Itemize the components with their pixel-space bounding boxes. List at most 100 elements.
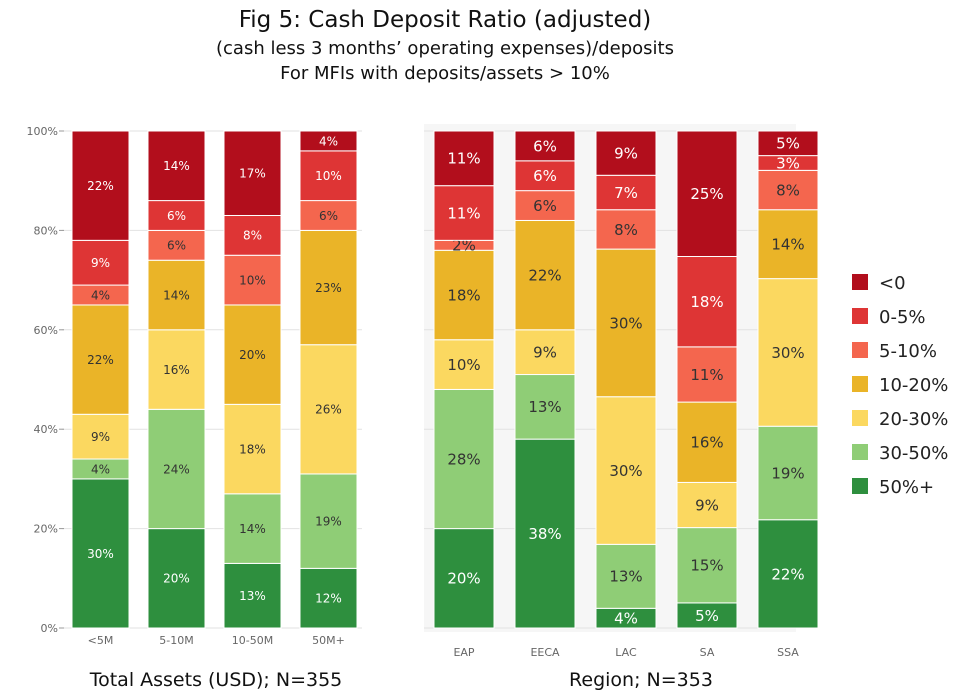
data-label: 20% — [239, 348, 266, 362]
x-tick-label: SSA — [777, 646, 799, 659]
data-label: 13% — [239, 589, 266, 603]
bar-segment — [299, 229, 358, 346]
bar-segment — [676, 346, 738, 403]
legend-swatch — [852, 308, 868, 324]
data-label: 8% — [776, 181, 800, 199]
x-tick-label: EECA — [530, 646, 560, 659]
data-label: 30% — [609, 314, 642, 332]
bar-segment — [757, 169, 819, 211]
y-tick-label: 0% — [41, 622, 58, 635]
bar-segment — [514, 130, 576, 162]
bar-segment — [299, 200, 358, 231]
bar-segment — [299, 344, 358, 475]
data-label: 3% — [776, 154, 800, 172]
data-label: 9% — [695, 496, 719, 514]
data-label: 22% — [87, 179, 114, 193]
bar-segment — [223, 304, 282, 405]
data-label: 5% — [776, 135, 800, 153]
legend-label: 0-5% — [879, 307, 926, 328]
y-tick-label: 20% — [34, 523, 58, 536]
group-axis-label: Total Assets (USD); N=355 — [89, 669, 343, 691]
data-label: 24% — [163, 462, 190, 476]
bar-segment — [299, 473, 358, 569]
bar-segment — [595, 130, 657, 176]
data-label: 6% — [533, 137, 557, 155]
data-label: 14% — [239, 522, 266, 536]
bar-segment — [676, 401, 738, 483]
bar-segment — [757, 130, 819, 157]
data-label: 14% — [163, 159, 190, 173]
legend-swatch — [852, 444, 868, 460]
data-label: 10% — [315, 169, 342, 183]
data-label: 4% — [614, 610, 638, 628]
data-label: 11% — [447, 204, 480, 222]
legend-label: <0 — [879, 273, 906, 294]
data-label: 16% — [163, 363, 190, 377]
assets-panel: 0% 20% 40% 60% 80% 100% 30% 4% 9% 22% 4% 9% 22% <5M 20… — [27, 125, 362, 691]
bar-segment — [595, 396, 657, 545]
data-label: 25% — [690, 185, 723, 203]
legend-label: 5-10% — [879, 341, 937, 362]
bar-segment — [676, 130, 738, 258]
data-label: 28% — [447, 450, 480, 468]
data-label: 8% — [243, 229, 262, 243]
x-tick-label: <5M — [88, 634, 114, 647]
data-label: 22% — [771, 565, 804, 583]
data-label: 30% — [771, 344, 804, 362]
bar-segment — [595, 543, 657, 609]
bar-segment — [71, 413, 130, 460]
data-label: 10% — [447, 356, 480, 374]
bar-segment — [71, 478, 130, 629]
bar-segment — [433, 339, 495, 390]
bar-segment — [595, 209, 657, 250]
data-label: 6% — [167, 209, 186, 223]
bar-segment — [676, 602, 738, 629]
data-label: 14% — [163, 288, 190, 302]
data-label: 6% — [533, 197, 557, 215]
group-axis-label: Region; N=353 — [569, 669, 713, 691]
bar-segment — [433, 388, 495, 530]
legend-swatch — [852, 342, 868, 358]
x-tick-label: 50M+ — [312, 634, 345, 647]
y-tick-label: 60% — [34, 324, 58, 337]
data-label: 22% — [528, 267, 561, 285]
chart-title-block: Fig 5: Cash Deposit Ratio (adjusted) (ca… — [0, 4, 890, 86]
bar-segment — [595, 248, 657, 398]
bar-segment — [676, 527, 738, 604]
data-label: 23% — [315, 281, 342, 295]
legend-label: 10-20% — [879, 375, 948, 396]
legend-swatch — [852, 410, 868, 426]
data-label: 9% — [91, 430, 110, 444]
x-tick-label: EAP — [453, 646, 474, 659]
data-label: 18% — [690, 293, 723, 311]
chart-subtitle: (cash less 3 months’ operating expenses)… — [216, 38, 674, 59]
data-label: 9% — [533, 344, 557, 362]
data-label: 20% — [163, 572, 190, 586]
data-label: 13% — [528, 398, 561, 416]
bar-segment — [299, 130, 358, 152]
data-label: 8% — [614, 221, 638, 239]
y-tick-label: 80% — [34, 224, 58, 237]
data-label: 10% — [239, 273, 266, 287]
data-label: 12% — [315, 592, 342, 606]
region-panel: 20% 28% 10% 18% 2% 11% 11% EAP 38% 13% 9% 22% 6% 6% 6%… — [424, 130, 819, 691]
data-label: 19% — [315, 514, 342, 528]
legend: <0 0-5% 5-10% 10-20% 20-30% 30-50% 50%+ — [852, 273, 948, 498]
data-label: 22% — [87, 353, 114, 367]
data-label: 4% — [91, 462, 110, 476]
bar-segment — [147, 259, 206, 331]
data-label: 38% — [528, 525, 561, 543]
bar-segment — [223, 130, 282, 216]
data-label: 5% — [695, 607, 719, 625]
bar-segment — [299, 150, 358, 202]
bar-segment — [71, 239, 130, 286]
bar-segment — [223, 214, 282, 256]
x-tick-label: SA — [700, 646, 715, 659]
data-label: 2% — [452, 237, 476, 255]
y-tick-label: 40% — [34, 423, 58, 436]
data-label: 20% — [447, 570, 480, 588]
data-label: 6% — [319, 209, 338, 223]
bar-segment — [433, 130, 495, 187]
data-label: 13% — [609, 568, 642, 586]
data-label: 4% — [91, 288, 110, 302]
